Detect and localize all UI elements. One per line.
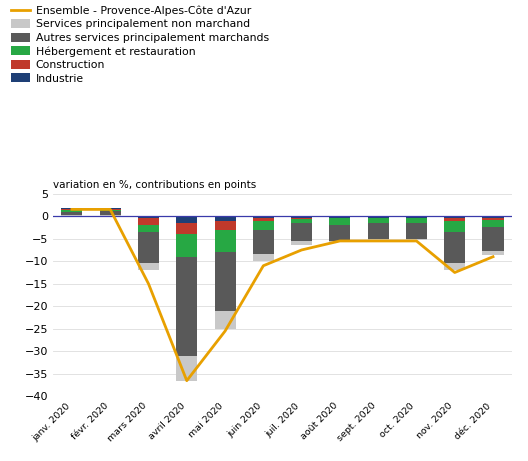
Bar <box>100 208 121 209</box>
Text: variation en %, contributions en points: variation en %, contributions en points <box>53 180 256 189</box>
Bar <box>100 210 121 211</box>
Bar <box>214 252 235 311</box>
Bar <box>61 210 82 212</box>
Bar <box>483 226 504 251</box>
Bar <box>61 209 82 210</box>
Bar <box>138 216 159 219</box>
Bar <box>138 232 159 264</box>
Bar <box>176 216 197 223</box>
Bar <box>138 219 159 225</box>
Bar <box>329 218 351 219</box>
Bar <box>291 224 312 242</box>
Bar <box>406 216 427 218</box>
Bar <box>291 218 312 219</box>
Bar <box>367 216 389 218</box>
Bar <box>367 219 389 223</box>
Bar <box>214 216 235 221</box>
Bar <box>100 211 121 215</box>
Bar <box>253 254 274 261</box>
Bar <box>367 239 389 240</box>
Bar <box>406 218 427 219</box>
Bar <box>406 239 427 240</box>
Bar <box>483 251 504 255</box>
Bar <box>444 232 465 264</box>
Bar <box>253 230 274 254</box>
Bar <box>100 209 121 210</box>
Bar <box>214 311 235 329</box>
Bar <box>483 216 504 219</box>
Bar <box>329 219 351 225</box>
Bar <box>253 221 274 230</box>
Bar <box>329 225 351 241</box>
Bar <box>176 356 197 381</box>
Bar <box>329 241 351 242</box>
Bar <box>329 216 351 218</box>
Bar <box>444 216 465 219</box>
Bar <box>483 220 504 226</box>
Bar <box>291 242 312 244</box>
Bar <box>367 218 389 219</box>
Bar <box>483 219 504 220</box>
Bar <box>100 215 121 216</box>
Bar <box>61 212 82 215</box>
Bar <box>406 223 427 239</box>
Bar <box>176 257 197 356</box>
Bar <box>214 221 235 230</box>
Bar <box>444 219 465 221</box>
Bar <box>138 225 159 232</box>
Bar <box>138 264 159 270</box>
Legend: Ensemble - Provence-Alpes-Côte d'Azur, Services principalement non marchand, Aut: Ensemble - Provence-Alpes-Côte d'Azur, S… <box>11 6 269 83</box>
Bar <box>406 219 427 223</box>
Bar <box>214 230 235 252</box>
Bar <box>291 216 312 218</box>
Bar <box>176 234 197 257</box>
Bar <box>253 216 274 219</box>
Bar <box>291 219 312 224</box>
Bar <box>61 208 82 209</box>
Bar <box>367 223 389 239</box>
Bar <box>253 219 274 221</box>
Bar <box>444 221 465 232</box>
Bar <box>444 264 465 270</box>
Bar <box>176 223 197 234</box>
Bar <box>61 215 82 216</box>
